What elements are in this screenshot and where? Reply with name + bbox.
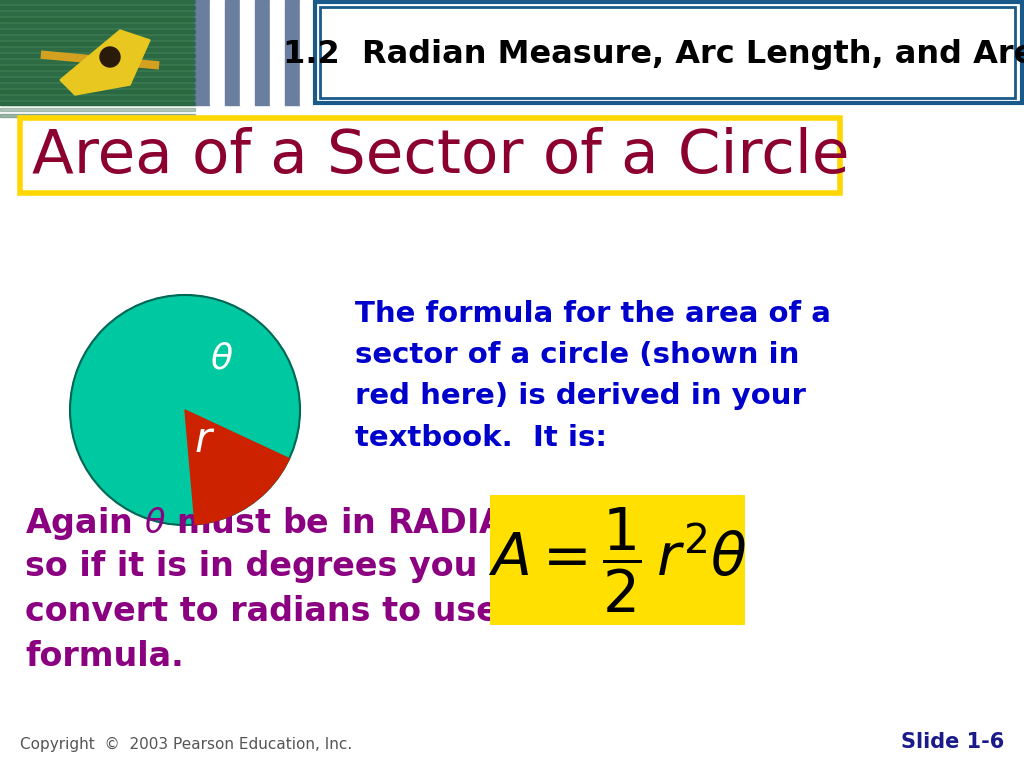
Bar [0,42,195,45]
Bar [0,102,195,105]
Bar [0,0,195,3]
Text: Slide 1-6: Slide 1-6 [901,732,1004,752]
Bar [300,0,315,105]
Text: $A = \dfrac{1}{2}\, r^2\theta$: $A = \dfrac{1}{2}\, r^2\theta$ [487,505,748,614]
Bar [0,24,195,27]
Bar [240,0,255,105]
Bar [315,2,1022,103]
Bar [0,78,195,81]
Bar [0,18,195,21]
Bar [0,114,195,117]
Polygon shape [60,30,150,95]
Bar [0,96,195,99]
Bar [0,60,195,63]
Text: Copyright  ©  2003 Pearson Education, Inc.: Copyright © 2003 Pearson Education, Inc. [20,737,352,752]
Text: 1.2  Radian Measure, Arc Length, and Area: 1.2 Radian Measure, Arc Length, and Area [283,39,1024,71]
Bar [0,108,195,111]
Bar [255,0,270,105]
Text: The formula for the area of a
sector of a circle (shown in
red here) is derived : The formula for the area of a sector of … [355,300,830,452]
Bar [0,6,195,9]
Bar [225,0,240,105]
Bar [0,90,195,93]
Text: $\theta$: $\theta$ [210,341,233,376]
Text: so if it is in degrees you must: so if it is in degrees you must [25,550,584,583]
Circle shape [70,295,300,525]
Bar [490,495,745,625]
Bar [195,0,210,105]
Bar [0,36,195,39]
Bar [210,0,225,105]
Circle shape [100,47,120,67]
Bar [20,118,840,193]
Text: $r$: $r$ [195,419,216,461]
Text: convert to radians to use the: convert to radians to use the [25,595,572,628]
Bar [0,0,195,105]
Bar [0,66,195,69]
Bar [319,7,1015,98]
Text: Area of a Sector of a Circle: Area of a Sector of a Circle [32,127,850,186]
Bar [0,84,195,87]
Text: Again $\theta$ must be in RADIANS: Again $\theta$ must be in RADIANS [25,505,556,542]
Bar [0,30,195,33]
Text: formula.: formula. [25,640,183,673]
Bar [0,48,195,51]
Bar [285,0,300,105]
Bar [0,54,195,57]
Bar [0,12,195,15]
Bar [270,0,285,105]
Wedge shape [185,410,289,525]
Bar [0,72,195,75]
